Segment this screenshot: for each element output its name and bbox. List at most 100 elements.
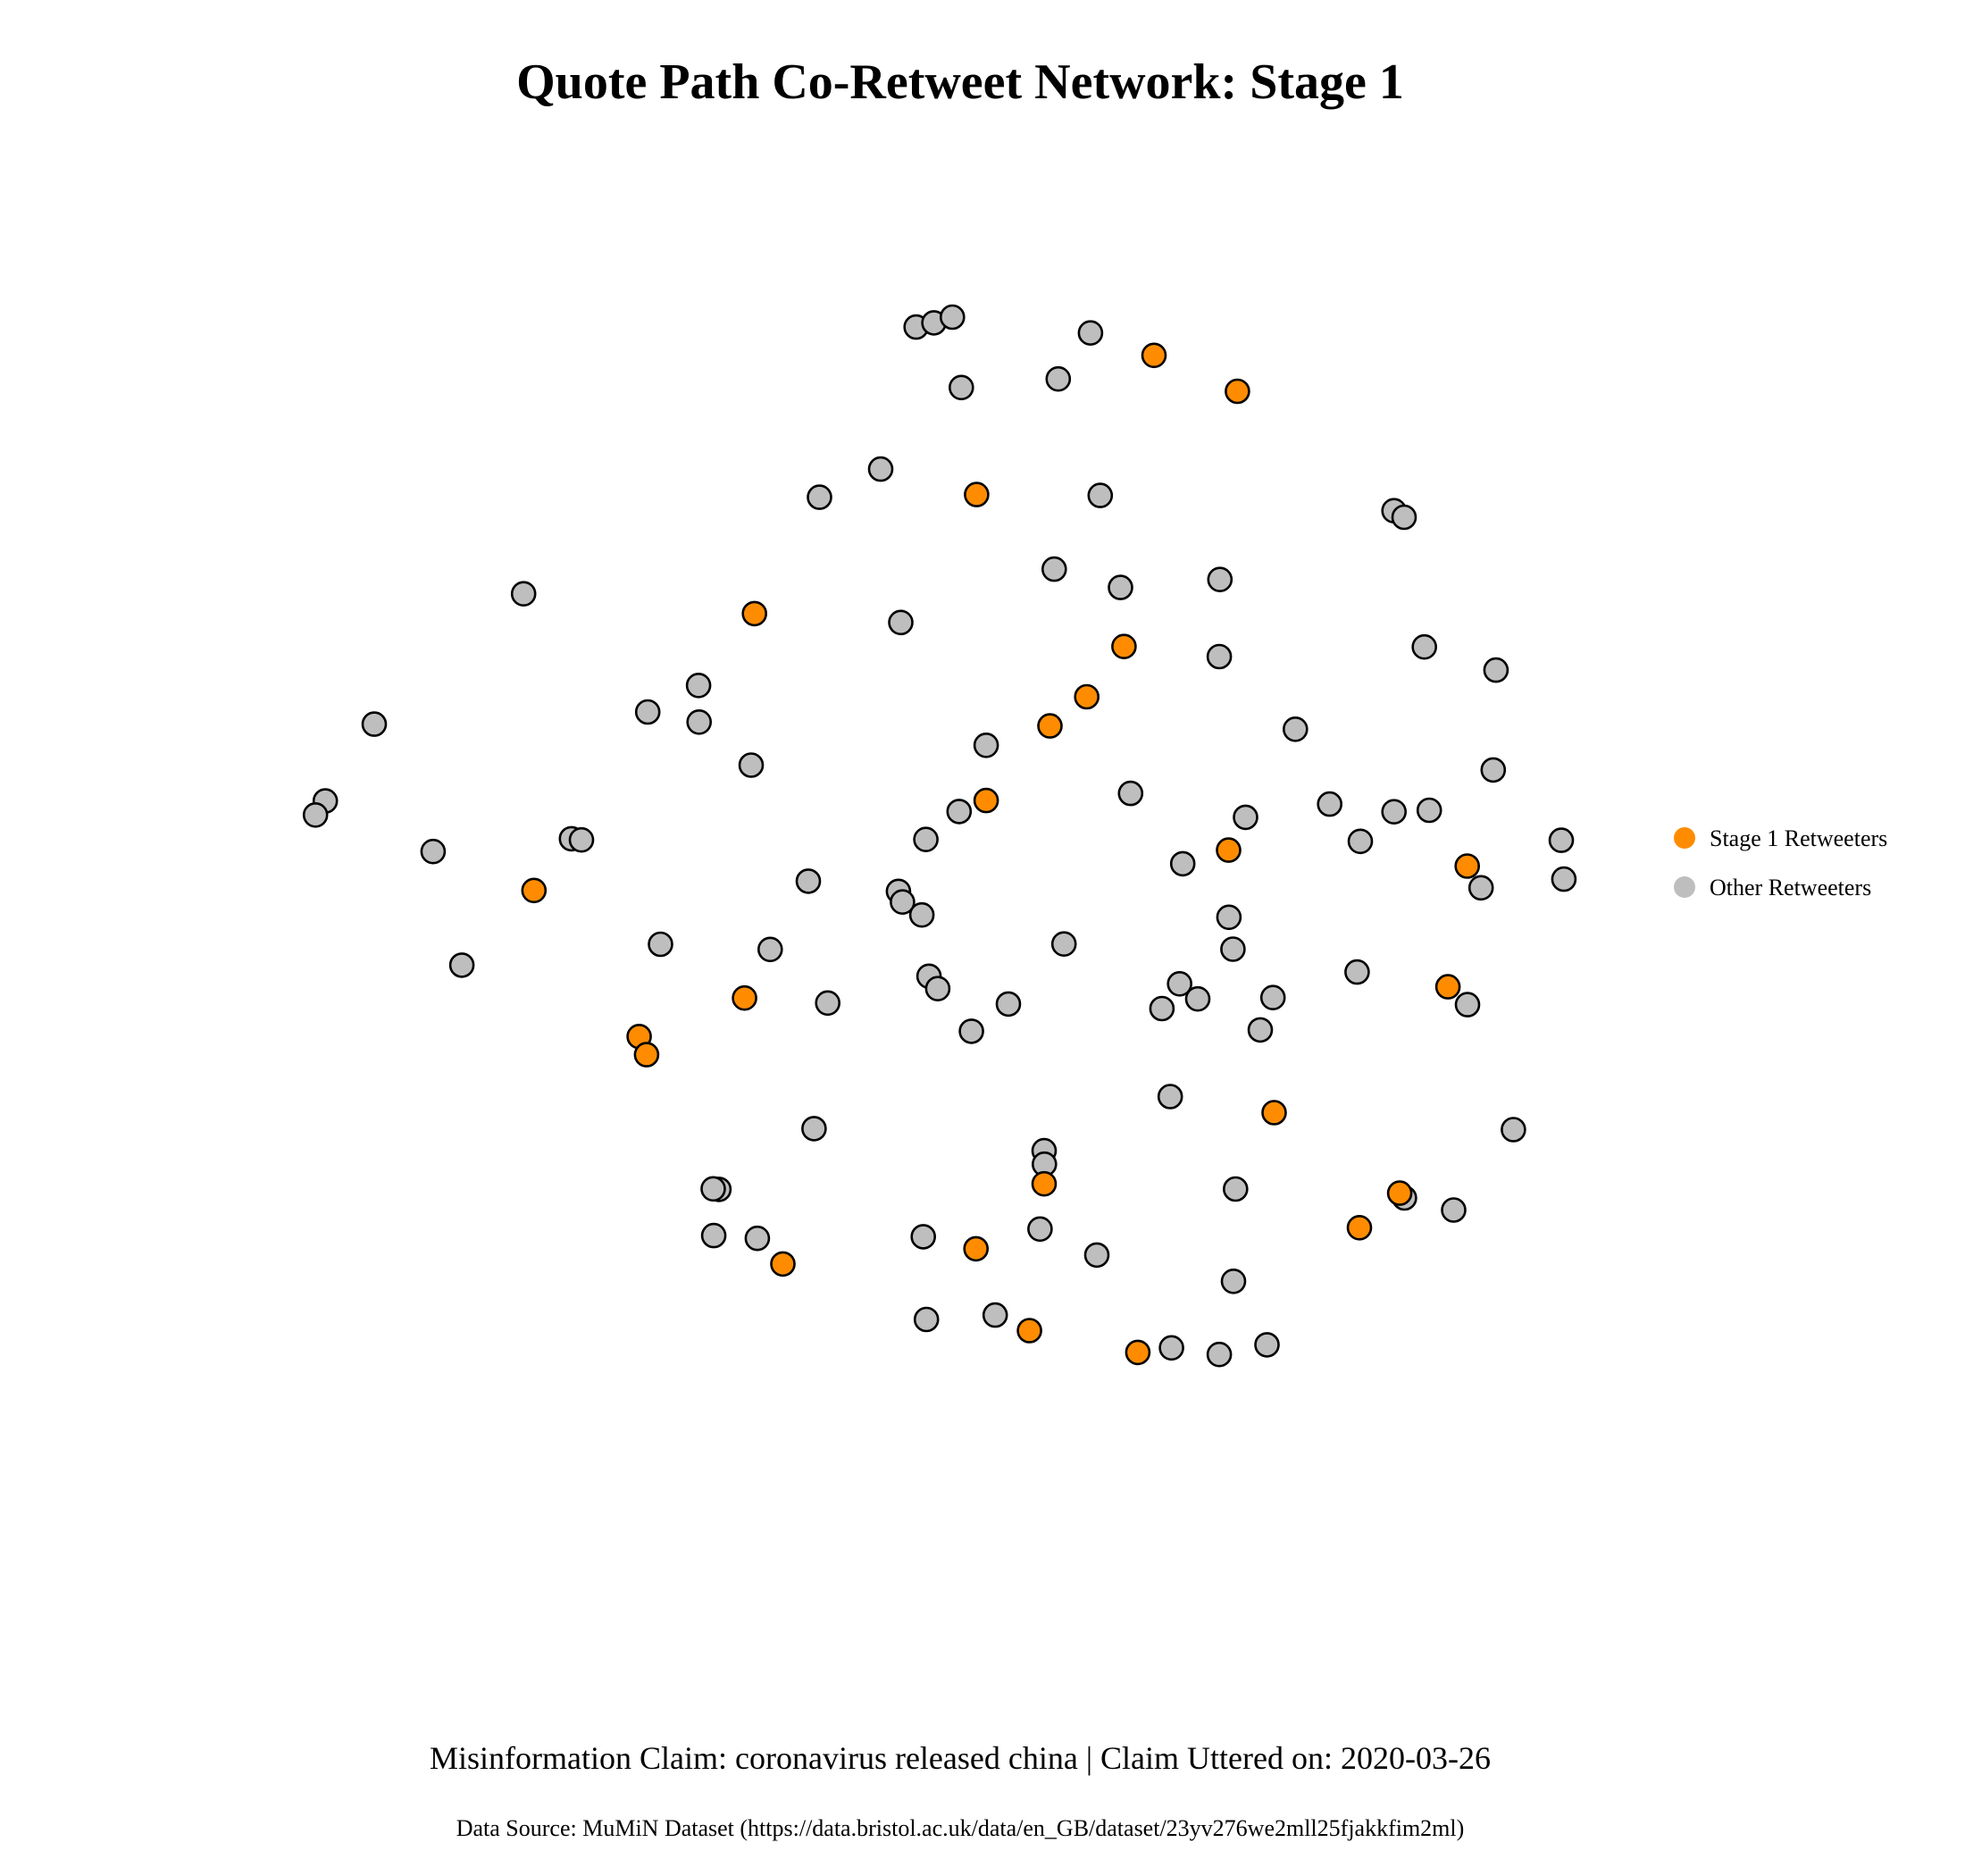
node-other-86 xyxy=(1254,1332,1280,1358)
node-other-65 xyxy=(1247,1017,1274,1043)
node-other-47 xyxy=(908,901,935,928)
node-other-38 xyxy=(1548,827,1575,853)
node-stage1-14 xyxy=(633,1042,660,1068)
node-stage1-9 xyxy=(1454,853,1480,879)
node-other-56 xyxy=(1344,959,1370,985)
legend-label-other: Other Retweeters xyxy=(1710,875,1871,900)
node-other-51 xyxy=(1216,904,1242,931)
node-other-31 xyxy=(1317,791,1342,817)
node-other-55 xyxy=(924,976,951,1001)
node-other-52 xyxy=(1220,936,1246,962)
node-other-37 xyxy=(913,826,939,853)
node-stage1-3 xyxy=(741,600,768,627)
node-other-60 xyxy=(1259,984,1286,1010)
node-other-18 xyxy=(1206,643,1233,670)
node-other-63 xyxy=(1454,992,1481,1018)
node-other-36 xyxy=(568,826,595,853)
node-other-67 xyxy=(801,1116,827,1142)
node-other-77 xyxy=(700,1222,727,1249)
node-other-2 xyxy=(940,304,966,331)
node-stage1-16 xyxy=(1031,1170,1058,1197)
node-stage1-5 xyxy=(1074,683,1100,710)
node-other-85 xyxy=(1206,1341,1233,1368)
node-other-24 xyxy=(973,732,999,758)
node-other-34 xyxy=(1233,804,1258,831)
node-other-68 xyxy=(1501,1117,1526,1143)
network-nodes xyxy=(302,304,1577,1368)
node-stage1-15 xyxy=(1261,1100,1287,1126)
node-other-8 xyxy=(1087,482,1114,508)
node-stage1-11 xyxy=(732,984,757,1011)
node-stage1-4 xyxy=(1111,633,1137,660)
node-other-84 xyxy=(1158,1335,1184,1361)
node-other-32 xyxy=(1381,799,1407,825)
node-other-6 xyxy=(867,456,894,482)
node-other-17 xyxy=(1483,657,1509,683)
node-other-57 xyxy=(1166,971,1192,997)
node-stage1-0 xyxy=(1141,342,1167,369)
node-other-3 xyxy=(1077,320,1104,347)
node-other-33 xyxy=(1416,797,1442,824)
node-other-43 xyxy=(1551,866,1577,892)
node-other-14 xyxy=(510,581,537,607)
node-other-73 xyxy=(1223,1176,1249,1202)
node-other-5 xyxy=(949,374,974,401)
node-other-80 xyxy=(1083,1242,1110,1269)
node-other-21 xyxy=(686,708,713,735)
node-other-53 xyxy=(448,952,475,978)
node-stage1-6 xyxy=(1037,713,1063,739)
node-other-10 xyxy=(1391,504,1417,531)
node-other-23 xyxy=(1283,716,1309,742)
node-other-20 xyxy=(634,699,661,725)
node-stage1-20 xyxy=(963,1235,989,1262)
node-stage1-17 xyxy=(1386,1180,1413,1206)
node-other-40 xyxy=(420,838,447,865)
legend-swatch-stage1 xyxy=(1674,827,1695,849)
node-other-12 xyxy=(1108,574,1133,600)
legend-swatch-other xyxy=(1674,876,1695,898)
node-other-75 xyxy=(1441,1197,1467,1223)
node-other-82 xyxy=(913,1306,940,1333)
node-other-13 xyxy=(1207,566,1233,593)
caption: Data Source: MuMiN Dataset (https://data… xyxy=(456,1815,1465,1841)
node-stage1-22 xyxy=(1125,1339,1151,1366)
legend-item-other: Other Retweeters xyxy=(1674,875,1871,900)
node-other-78 xyxy=(744,1225,771,1252)
node-other-22 xyxy=(361,711,388,737)
node-other-59 xyxy=(1149,995,1175,1022)
node-other-11 xyxy=(1041,556,1067,582)
node-stage1-21 xyxy=(1016,1318,1042,1344)
node-other-39 xyxy=(1347,828,1374,855)
node-other-7 xyxy=(807,484,832,510)
node-other-48 xyxy=(648,931,673,958)
node-stage1-12 xyxy=(1434,974,1461,1000)
node-other-64 xyxy=(958,1018,984,1044)
node-stage1-1 xyxy=(1225,378,1250,405)
node-stage1-10 xyxy=(521,877,548,904)
node-other-49 xyxy=(757,936,783,963)
node-other-50 xyxy=(1050,931,1077,957)
node-other-66 xyxy=(1157,1084,1183,1110)
node-other-4 xyxy=(1045,365,1072,392)
legend-label-stage1: Stage 1 Retweeters xyxy=(1710,825,1887,851)
node-stage1-18 xyxy=(1346,1215,1373,1241)
node-other-30 xyxy=(946,799,973,825)
node-other-19 xyxy=(685,672,712,699)
node-other-41 xyxy=(1169,850,1196,877)
chart-title: Quote Path Co-Retweet Network: Stage 1 xyxy=(516,54,1404,110)
node-stage1-8 xyxy=(1216,837,1242,863)
legend: Stage 1 Retweeters Other Retweeters xyxy=(1674,825,1887,900)
legend-item-stage1: Stage 1 Retweeters xyxy=(1674,825,1887,851)
node-stage1-19 xyxy=(770,1251,796,1277)
node-stage1-7 xyxy=(973,787,999,814)
node-other-58 xyxy=(1184,985,1211,1012)
node-other-62 xyxy=(815,990,841,1017)
node-other-61 xyxy=(995,991,1022,1018)
node-other-15 xyxy=(888,609,914,636)
node-other-81 xyxy=(1220,1269,1247,1294)
node-stage1-2 xyxy=(964,482,990,507)
node-other-29 xyxy=(1117,780,1144,807)
node-other-72 xyxy=(700,1176,726,1202)
node-other-25 xyxy=(738,752,765,778)
